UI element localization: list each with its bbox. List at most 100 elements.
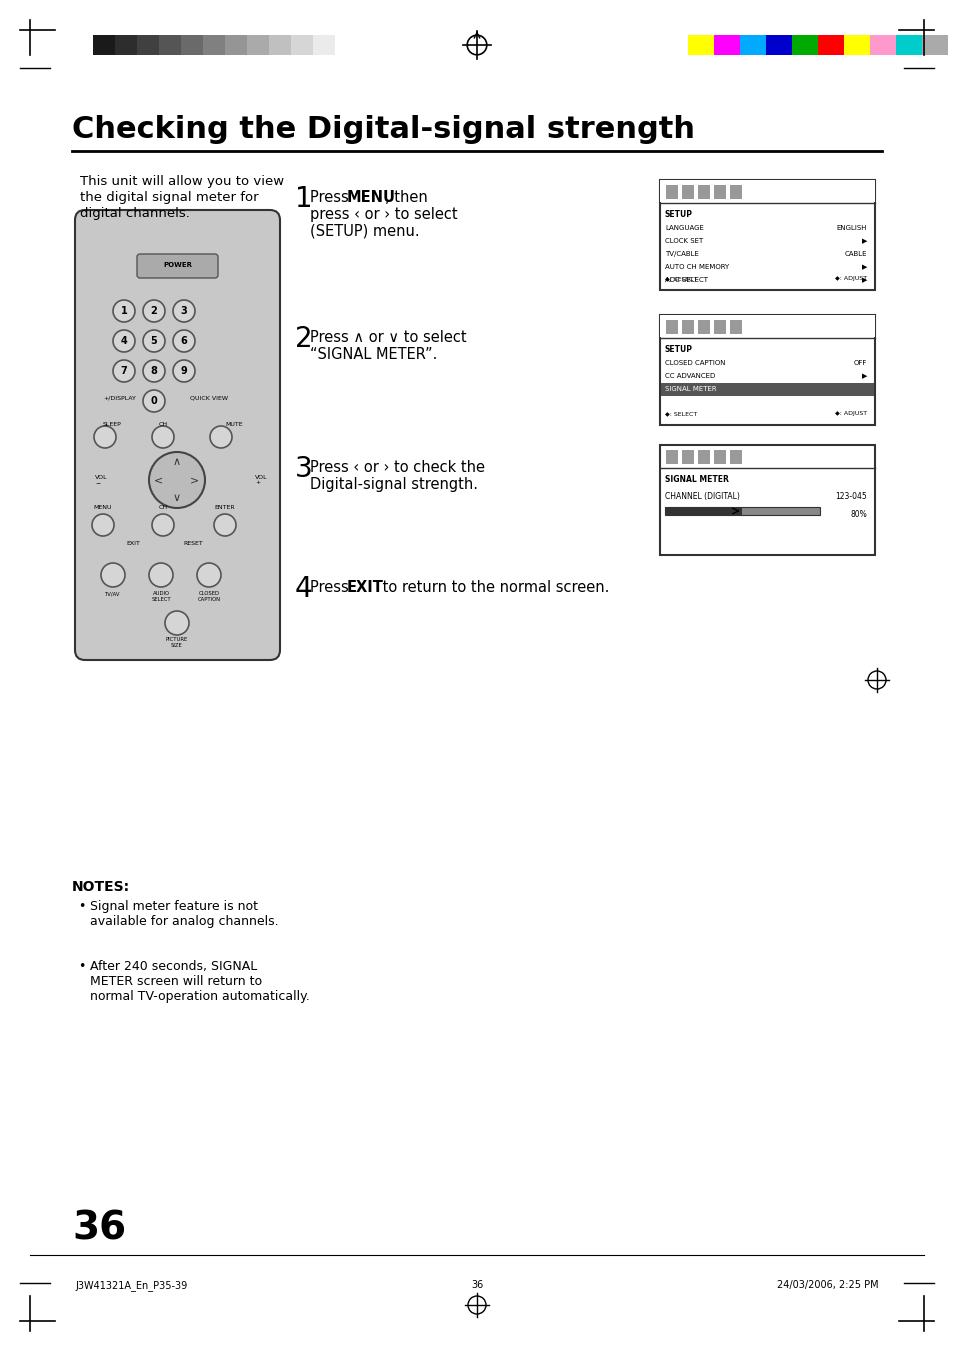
Bar (791, 35, 817, 55)
Bar (225, 35, 247, 55)
Bar (698, 185, 709, 199)
Text: RESET: RESET (183, 540, 203, 546)
Text: OFF: OFF (853, 359, 866, 366)
Circle shape (172, 359, 194, 382)
Bar (203, 35, 225, 55)
Text: J3W41321A_En_P35-39: J3W41321A_En_P35-39 (75, 1279, 187, 1292)
Bar (698, 450, 709, 463)
Bar (713, 450, 725, 463)
Text: Press ‹ or › to check the: Press ‹ or › to check the (310, 459, 484, 476)
Text: NOTES:: NOTES: (71, 880, 130, 894)
Text: VOL
+: VOL + (254, 474, 268, 485)
Text: Press: Press (310, 580, 353, 594)
Circle shape (143, 359, 165, 382)
Text: Press ∧ or ∨ to select: Press ∧ or ∨ to select (310, 330, 466, 345)
Bar (713, 185, 725, 199)
Text: CLOCK SET: CLOCK SET (664, 238, 702, 245)
Text: CLOSED
CAPTION: CLOSED CAPTION (197, 590, 220, 601)
Text: ▶: ▶ (861, 373, 866, 380)
Bar (843, 35, 869, 55)
Text: PICTURE
SIZE: PICTURE SIZE (166, 638, 188, 647)
Text: VOL
−: VOL − (95, 474, 108, 485)
Text: 7: 7 (120, 366, 128, 376)
Bar (681, 320, 693, 334)
Bar (664, 507, 741, 515)
Text: LANGUAGE: LANGUAGE (664, 226, 703, 231)
Text: •: • (78, 961, 85, 973)
Text: ▶: ▶ (861, 263, 866, 270)
Text: 4: 4 (294, 576, 313, 603)
FancyBboxPatch shape (75, 209, 280, 661)
FancyBboxPatch shape (137, 254, 218, 278)
Bar (659, 180, 874, 290)
Circle shape (196, 563, 221, 586)
Bar (729, 320, 741, 334)
Circle shape (172, 300, 194, 322)
Bar (765, 35, 791, 55)
Bar (713, 35, 740, 55)
Text: ◆: SELECT: ◆: SELECT (664, 411, 697, 416)
Text: 9: 9 (180, 366, 187, 376)
Text: press ‹ or › to select: press ‹ or › to select (310, 207, 457, 222)
Text: CH: CH (158, 505, 168, 509)
Circle shape (94, 426, 116, 449)
Text: Checking the Digital-signal strength: Checking the Digital-signal strength (71, 115, 695, 145)
Bar (698, 320, 709, 334)
Bar (665, 185, 678, 199)
Text: 24/03/2006, 2:25 PM: 24/03/2006, 2:25 PM (777, 1279, 878, 1290)
Bar (729, 185, 741, 199)
Circle shape (112, 359, 135, 382)
Text: 8: 8 (151, 366, 157, 376)
Bar (665, 320, 678, 334)
Bar (659, 315, 874, 426)
Bar (335, 35, 356, 55)
Text: (SETUP) menu.: (SETUP) menu. (310, 224, 419, 239)
Bar (664, 507, 820, 515)
Circle shape (91, 513, 113, 536)
Circle shape (213, 513, 235, 536)
Text: SIGNAL METER: SIGNAL METER (664, 386, 716, 392)
Text: ◆: ADJUST: ◆: ADJUST (834, 276, 866, 281)
Text: Digital-signal strength.: Digital-signal strength. (310, 477, 477, 492)
Text: SETUP: SETUP (664, 209, 692, 219)
Bar (159, 35, 181, 55)
Text: the digital signal meter for: the digital signal meter for (80, 190, 258, 204)
Text: Signal meter feature is not: Signal meter feature is not (90, 900, 257, 913)
Bar (681, 185, 693, 199)
Bar (291, 35, 313, 55)
Text: •: • (78, 900, 85, 913)
Text: This unit will allow you to view: This unit will allow you to view (80, 176, 284, 188)
Circle shape (112, 330, 135, 353)
Text: 3: 3 (294, 455, 313, 484)
Text: ∨: ∨ (172, 493, 181, 503)
Text: AUDIO
SELECT: AUDIO SELECT (151, 590, 171, 601)
Bar (665, 450, 678, 463)
Text: MUTE: MUTE (225, 422, 242, 427)
Circle shape (172, 330, 194, 353)
Text: 2: 2 (151, 305, 157, 316)
Bar (181, 35, 203, 55)
Text: ▶: ▶ (861, 277, 866, 282)
Text: 2: 2 (294, 326, 313, 353)
Text: TV/AV: TV/AV (105, 590, 121, 596)
Bar (659, 180, 874, 203)
Text: 1: 1 (120, 305, 128, 316)
Text: 6: 6 (180, 336, 187, 346)
Text: CH: CH (158, 422, 168, 427)
Text: ◆: ADJUST: ◆: ADJUST (834, 411, 866, 416)
Bar (313, 35, 335, 55)
Text: to return to the normal screen.: to return to the normal screen. (377, 580, 609, 594)
Bar (660, 382, 873, 396)
Bar (869, 35, 895, 55)
Circle shape (143, 330, 165, 353)
Circle shape (112, 300, 135, 322)
Circle shape (152, 426, 173, 449)
Text: ENGLISH: ENGLISH (836, 226, 866, 231)
Text: QUICK VIEW: QUICK VIEW (190, 394, 228, 400)
Text: 36: 36 (71, 1210, 126, 1248)
Bar (247, 35, 269, 55)
Text: “SIGNAL METER”.: “SIGNAL METER”. (310, 347, 436, 362)
Text: METER screen will return to: METER screen will return to (90, 975, 262, 988)
Text: POWER: POWER (163, 262, 192, 267)
Text: ADC SELECT: ADC SELECT (664, 277, 707, 282)
